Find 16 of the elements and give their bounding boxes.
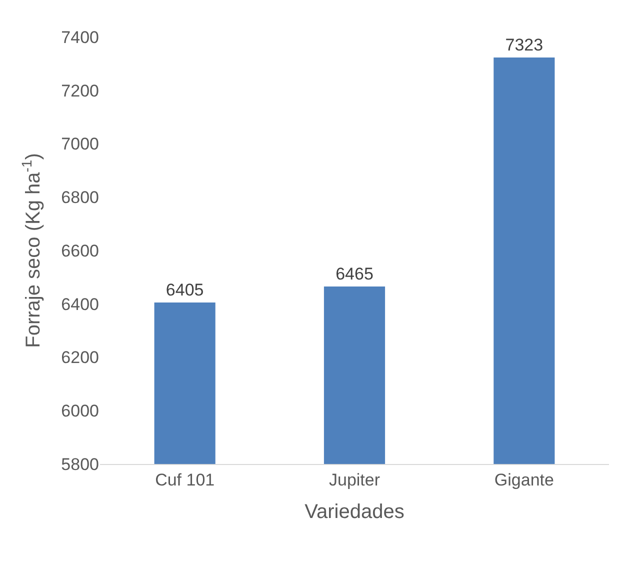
y-tick-label: 7400 — [61, 28, 99, 47]
data-label: 6405 — [166, 280, 204, 300]
y-tick-label: 6400 — [61, 294, 99, 314]
x-tick-label: Jupiter — [328, 470, 380, 490]
y-tick-label: 5800 — [61, 454, 99, 474]
y-tick-label: 6200 — [61, 348, 99, 368]
y-tick-label: 6000 — [61, 402, 99, 421]
y-tick-label: 6800 — [61, 188, 99, 208]
y-tick-label: 6600 — [61, 241, 99, 260]
x-tick-label: Cuf 101 — [155, 470, 215, 490]
x-tick-label: Gigante — [494, 470, 554, 490]
y-tick-label: 7200 — [61, 81, 99, 100]
x-axis-title: Variedades — [304, 500, 404, 523]
data-label: 7323 — [505, 36, 544, 55]
y-tick-label: 7000 — [61, 134, 99, 154]
data-label: 6465 — [336, 264, 374, 284]
